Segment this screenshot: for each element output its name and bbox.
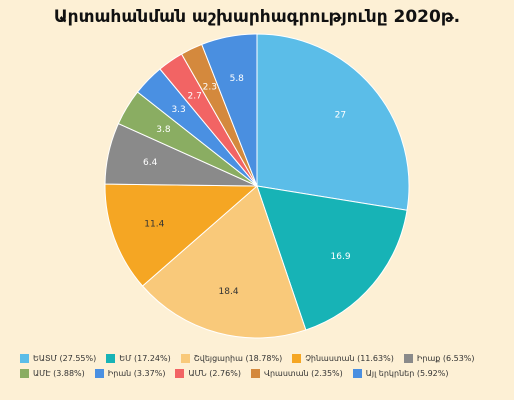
legend-item: Իրան (3.37%) <box>94 369 166 378</box>
legend: ԵԱՏՄ (27.55%) ԵՄ (17.24%) Շվեյցարիա (18.78… <box>20 354 500 378</box>
data-label: 16.9 <box>331 252 351 262</box>
legend-swatch <box>403 354 413 363</box>
data-label: 2.3 <box>203 83 217 93</box>
pie-slice <box>256 185 408 331</box>
legend-item: Իրաք (6.53%) <box>403 354 475 363</box>
legend-swatch <box>106 354 116 363</box>
legend-item: Այլ երկրներ (5.92%) <box>352 369 449 378</box>
data-label: 3.8 <box>156 125 171 135</box>
legend-item: ԱՄՆ (2.76%) <box>175 369 241 378</box>
legend-label: ԱՄՆ (2.76%) <box>188 369 241 378</box>
legend-item: Չինաստան (11.63%) <box>292 354 394 363</box>
legend-swatch <box>20 369 29 378</box>
pie-slice <box>141 185 307 339</box>
legend-item: Շվեյցարիա (18.78%) <box>180 354 283 363</box>
data-label: 11.4 <box>144 219 164 229</box>
legend-label: ԵԱՏՄ (27.55%) <box>33 354 97 363</box>
legend-swatch <box>250 369 260 378</box>
pie-slice <box>201 33 258 187</box>
legend-label: Չինաստան (11.63%) <box>305 354 394 363</box>
legend-label: Իրաք (6.53%) <box>416 354 475 363</box>
legend-label: ԵՄ (17.24%) <box>119 354 171 363</box>
legend-label: Այլ երկրներ (5.92%) <box>365 369 449 378</box>
legend-item: Վրաստան (2.35%) <box>250 369 343 378</box>
legend-swatch <box>20 354 29 363</box>
legend-label: Վրաստան (2.35%) <box>263 369 343 378</box>
data-label: 6.4 <box>143 158 158 168</box>
legend-label: ԱՄԷ (3.88%) <box>33 369 85 378</box>
legend-label: Շվեյցարիա (18.78%) <box>193 354 283 363</box>
legend-swatch <box>292 354 302 363</box>
chart: Արտահանման աշխարհագրությունը 2020թ. 27 16… <box>54 7 460 339</box>
legend-item: ԵԱՏՄ (27.55%) <box>20 354 96 363</box>
legend-label: Իրան (3.37%) <box>107 369 166 378</box>
legend-swatch <box>352 369 362 378</box>
legend-swatch <box>175 369 185 378</box>
legend-swatch <box>180 354 190 363</box>
data-label: 18.4 <box>219 287 239 297</box>
chart-title: Արտահանման աշխարհագրությունը 2020թ. <box>54 7 460 27</box>
pie-slice <box>256 33 410 211</box>
data-label: 27 <box>335 111 346 121</box>
legend-swatch <box>94 369 104 378</box>
data-label: 5.8 <box>230 74 245 84</box>
data-label: 2.7 <box>188 92 202 102</box>
legend-item: ԵՄ (17.24%) <box>106 354 171 363</box>
pie-slice <box>104 183 259 287</box>
data-label: 3.3 <box>171 105 185 115</box>
legend-item: ԱՄԷ (3.88%) <box>20 369 85 378</box>
